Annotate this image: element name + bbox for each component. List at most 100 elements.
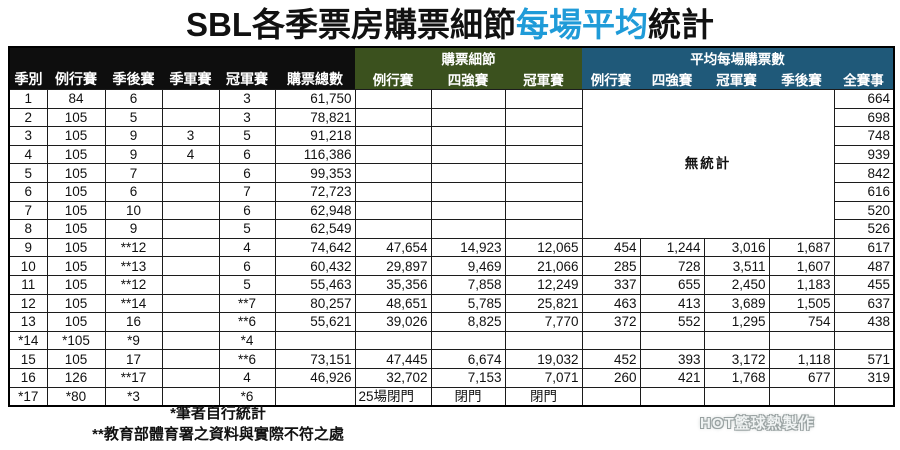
table-cell: 16 bbox=[104, 312, 163, 332]
table-cell: 91,218 bbox=[274, 126, 356, 146]
table-cell bbox=[430, 219, 506, 239]
table-cell: 55,463 bbox=[274, 274, 356, 295]
table-cell: 455 bbox=[833, 274, 895, 295]
table-cell: 25,821 bbox=[504, 293, 583, 314]
table-cell: 6 bbox=[8, 181, 48, 202]
table-cell: 8 bbox=[8, 219, 48, 239]
table-cell: 9 bbox=[104, 219, 163, 239]
table-cell: 9 bbox=[8, 237, 48, 258]
table-cell bbox=[354, 181, 432, 202]
table-cell: 32,702 bbox=[354, 367, 432, 388]
table-cell: 105 bbox=[46, 200, 106, 221]
table-cell: 12 bbox=[8, 293, 48, 314]
table-cell: 617 bbox=[833, 237, 895, 258]
table-cell: 677 bbox=[768, 367, 835, 388]
table-cell: 105 bbox=[46, 181, 106, 202]
page-title: SBL各季票房購票細節每場平均統計 bbox=[0, 0, 900, 46]
table-cell: 10 bbox=[8, 256, 48, 276]
table-cell: *3 bbox=[104, 386, 163, 407]
table-cell bbox=[430, 144, 506, 165]
table-cell: 655 bbox=[639, 274, 705, 295]
table-cell: 664 bbox=[833, 89, 895, 109]
table-row: 1 84 6 3 61,750 無統計 664 bbox=[8, 89, 895, 239]
table-cell: 1,183 bbox=[768, 274, 835, 295]
table-cell: 5,785 bbox=[430, 293, 506, 314]
table-cell: **14 bbox=[104, 293, 163, 314]
table-cell: *105 bbox=[46, 330, 106, 351]
table-cell: 3,511 bbox=[703, 256, 770, 276]
sub-header-row: 例行賽 四強賽 冠軍賽 例行賽 四強賽 冠軍賽 季後賽 全賽事 bbox=[9, 68, 894, 90]
table-cell: 29,897 bbox=[354, 256, 432, 276]
table-cell: 842 bbox=[833, 163, 895, 183]
table-cell: 4 bbox=[218, 237, 276, 258]
footnote-double-asterisk: **教育部體育署之資料與實際不符之處 bbox=[92, 426, 344, 443]
table-cell: 3,689 bbox=[703, 293, 770, 314]
table-cell: 748 bbox=[833, 126, 895, 146]
table-cell: 99,353 bbox=[274, 163, 356, 183]
col-header-total-tickets: 購票總數 bbox=[275, 47, 355, 90]
table-cell: 463 bbox=[581, 293, 641, 314]
table-cell bbox=[581, 386, 641, 407]
table-cell: **12 bbox=[104, 237, 163, 258]
table-cell bbox=[161, 367, 220, 388]
table-cell bbox=[768, 386, 835, 407]
table-cell: 78,821 bbox=[274, 107, 356, 128]
table-row: 11 105 **12 5 55,463 35,356 7,858 12,249 337 655 2… bbox=[8, 274, 895, 295]
table-row: *14 *105 *9 *4 bbox=[8, 330, 895, 351]
no-stats-merged-cell: 無統計 bbox=[581, 89, 835, 239]
table-cell: 6 bbox=[218, 163, 276, 183]
table-cell bbox=[354, 89, 432, 109]
table-cell: 5 bbox=[104, 107, 163, 128]
table-cell bbox=[504, 219, 583, 239]
table-cell: 552 bbox=[639, 312, 705, 332]
table-cell: 12,249 bbox=[504, 274, 583, 295]
table-cell: 7,858 bbox=[430, 274, 506, 295]
table-cell bbox=[504, 144, 583, 165]
table-cell: 25場閉門 bbox=[354, 386, 432, 407]
table-cell: 421 bbox=[639, 367, 705, 388]
table-cell: 1,295 bbox=[703, 312, 770, 332]
table-cell: 5 bbox=[8, 163, 48, 183]
col-header-avg-regular: 例行賽 bbox=[582, 68, 640, 90]
table-cell bbox=[581, 330, 641, 351]
table-cell bbox=[161, 200, 220, 221]
table-cell bbox=[768, 330, 835, 351]
footnote-single-asterisk: *筆者自行統計 bbox=[170, 405, 266, 422]
table-cell: 438 bbox=[833, 312, 895, 332]
table-cell: 105 bbox=[46, 219, 106, 239]
table-cell: 5 bbox=[218, 126, 276, 146]
table-cell: 15 bbox=[8, 349, 48, 369]
table-cell: 7 bbox=[8, 200, 48, 221]
col-header-season: 季別 bbox=[9, 47, 47, 90]
table-cell: 939 bbox=[833, 144, 895, 165]
col-header-avg-playoffs: 季後賽 bbox=[769, 68, 834, 90]
table-cell: 6 bbox=[218, 256, 276, 276]
table-cell: 571 bbox=[833, 349, 895, 369]
table-cell: 6 bbox=[218, 144, 276, 165]
table-cell: 6 bbox=[104, 89, 163, 109]
table-cell: 116,386 bbox=[274, 144, 356, 165]
table-cell: 105 bbox=[46, 126, 106, 146]
table-cell bbox=[430, 107, 506, 128]
table-cell: 74,642 bbox=[274, 237, 356, 258]
table-cell bbox=[161, 89, 220, 109]
table-cell: 105 bbox=[46, 256, 106, 276]
col-header-avg-finals: 冠軍賽 bbox=[704, 68, 769, 90]
table-cell: 62,948 bbox=[274, 200, 356, 221]
table-cell: 3,172 bbox=[703, 349, 770, 369]
table-cell bbox=[504, 89, 583, 109]
table-cell: 47,654 bbox=[354, 237, 432, 258]
table-cell: 7,071 bbox=[504, 367, 583, 388]
table-cell: 4 bbox=[218, 367, 276, 388]
table-cell: 105 bbox=[46, 144, 106, 165]
footnotes: *筆者自行統計 **教育部體育署之資料與實際不符之處 bbox=[8, 403, 428, 445]
table-cell: 73,151 bbox=[274, 349, 356, 369]
table-cell bbox=[504, 107, 583, 128]
table-cell: 754 bbox=[768, 312, 835, 332]
table-cell: 3 bbox=[161, 126, 220, 146]
table-cell bbox=[161, 256, 220, 276]
table-row: 15 105 17 **6 73,151 47,445 6,674 19,032 452 393 3… bbox=[8, 349, 895, 369]
table-cell bbox=[354, 163, 432, 183]
table-cell bbox=[161, 163, 220, 183]
